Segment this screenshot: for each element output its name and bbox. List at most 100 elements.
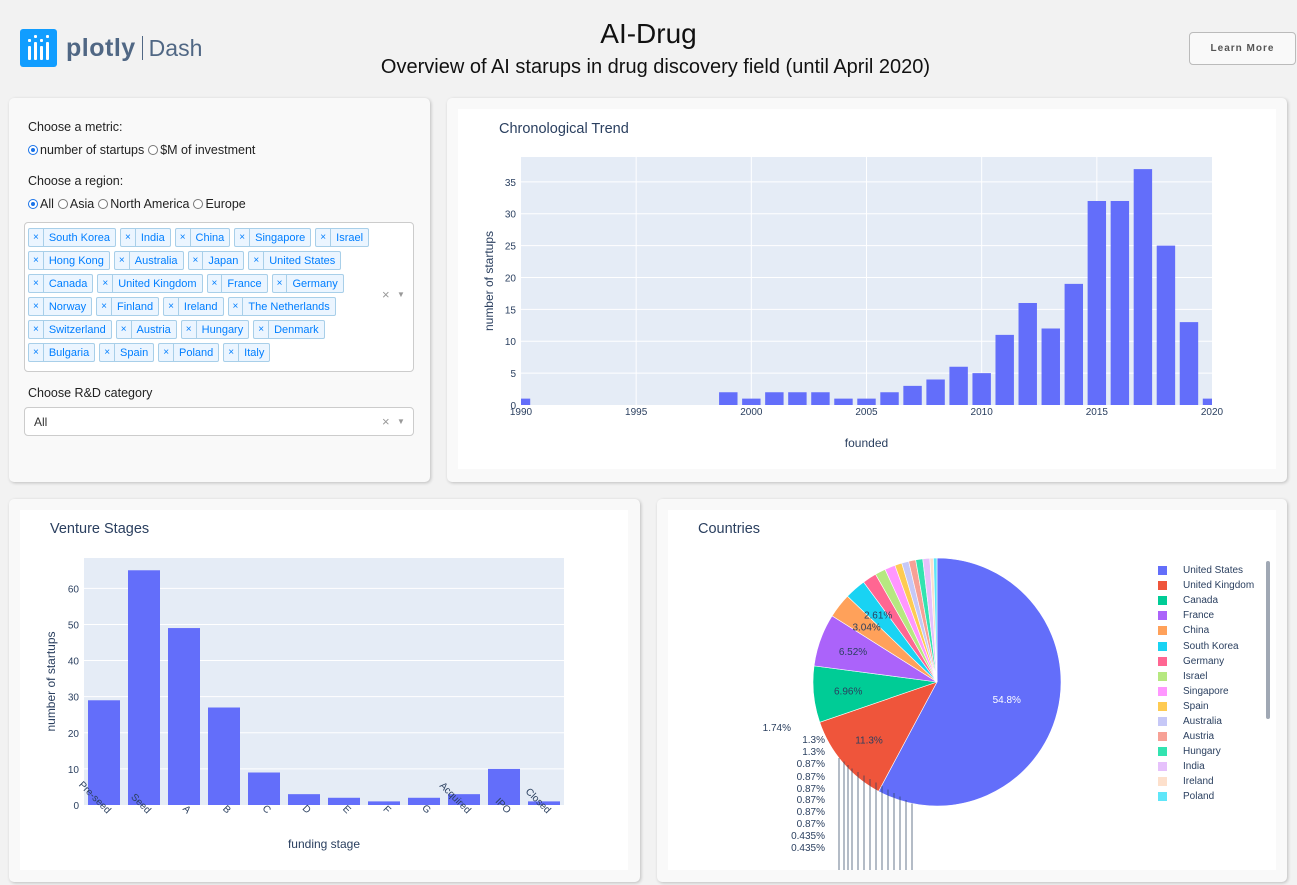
radio-icon[interactable] bbox=[193, 199, 204, 209]
x-tick-label: C bbox=[260, 803, 273, 816]
region-option-all[interactable]: All bbox=[28, 197, 54, 211]
country-tag: × France bbox=[206, 274, 268, 293]
remove-tag-icon[interactable]: × bbox=[176, 229, 191, 246]
remove-tag-icon[interactable]: × bbox=[254, 321, 270, 338]
country-tag: × Hungary bbox=[180, 320, 250, 339]
legend-item[interactable]: Hungary bbox=[1158, 744, 1254, 759]
remove-tag-icon[interactable]: × bbox=[273, 275, 288, 292]
legend-item[interactable]: Ireland bbox=[1158, 774, 1254, 789]
metric-option-startups[interactable]: number of startups bbox=[28, 143, 144, 157]
trend-chart[interactable]: 0 5 10 15 20 25 30 35 1990 1995 2000 2005 2010 2015 20… bbox=[458, 109, 1276, 469]
rd-category-dropdown[interactable]: All × ▼ bbox=[24, 407, 414, 436]
chevron-down-icon[interactable]: ▼ bbox=[397, 417, 405, 426]
country-tag-label: United States bbox=[269, 254, 336, 267]
metric-option-investment[interactable]: $M of investment bbox=[148, 143, 255, 157]
legend-item[interactable]: Austria bbox=[1158, 729, 1254, 744]
region-option-north-america[interactable]: North America bbox=[98, 197, 189, 211]
remove-tag-icon[interactable]: × bbox=[29, 275, 44, 292]
stages-chart-title: Venture Stages bbox=[50, 521, 150, 537]
remove-tag-icon[interactable]: × bbox=[29, 229, 44, 246]
legend-item[interactable]: Israel bbox=[1158, 669, 1254, 684]
remove-tag-icon[interactable]: × bbox=[224, 344, 240, 361]
remove-tag-icon[interactable]: × bbox=[97, 298, 112, 315]
x-tick-label: E bbox=[340, 804, 353, 817]
legend-item[interactable]: Singapore bbox=[1158, 684, 1254, 699]
country-tag: × Hong Kong bbox=[28, 251, 110, 270]
legend-item[interactable]: China bbox=[1158, 623, 1254, 638]
bar bbox=[903, 385, 922, 405]
country-tag-label: Denmark bbox=[274, 323, 319, 336]
remove-tag-icon[interactable]: × bbox=[189, 252, 204, 269]
clear-selection-icon[interactable]: × bbox=[382, 287, 390, 302]
radio-icon[interactable] bbox=[98, 199, 109, 209]
country-tag: × Switzerland bbox=[28, 320, 112, 339]
region-option-asia[interactable]: Asia bbox=[57, 197, 94, 211]
plotly-dash-logo[interactable]: plotly Dash bbox=[20, 28, 202, 68]
pie-outside-label: 0.87% bbox=[797, 759, 825, 770]
remove-tag-icon[interactable]: × bbox=[29, 298, 44, 315]
legend-item[interactable]: France bbox=[1158, 608, 1254, 623]
radio-icon[interactable] bbox=[148, 145, 159, 155]
radio-selected-icon[interactable] bbox=[28, 145, 38, 155]
clear-selection-icon[interactable]: × bbox=[382, 414, 390, 429]
bar bbox=[528, 801, 560, 805]
legend-item[interactable]: Canada bbox=[1158, 593, 1254, 608]
remove-tag-icon[interactable]: × bbox=[29, 344, 44, 361]
remove-tag-icon[interactable]: × bbox=[98, 275, 114, 292]
country-tag-label: Spain bbox=[120, 346, 149, 359]
country-tag-label: France bbox=[227, 277, 262, 290]
legend-item[interactable]: Spain bbox=[1158, 699, 1254, 714]
bar bbox=[995, 334, 1014, 405]
bar bbox=[88, 700, 120, 805]
legend-item[interactable]: United States bbox=[1158, 563, 1254, 578]
country-tag-label: United Kingdom bbox=[118, 277, 197, 290]
pie-slice bbox=[933, 557, 938, 683]
remove-tag-icon[interactable]: × bbox=[100, 344, 116, 361]
bar bbox=[857, 398, 876, 405]
remove-tag-icon[interactable]: × bbox=[182, 321, 197, 338]
remove-tag-icon[interactable]: × bbox=[164, 298, 179, 315]
countries-pie-chart[interactable]: 54.8% 11.3% 6.96% 6.52% 3.04% 2.61% 1.74% 1.3%1… bbox=[668, 510, 1158, 870]
remove-tag-icon[interactable]: × bbox=[159, 344, 175, 361]
bar bbox=[488, 768, 520, 805]
country-tag: × Italy bbox=[223, 343, 271, 362]
remove-tag-icon[interactable]: × bbox=[117, 321, 132, 338]
pie-inside-label: 11.3% bbox=[855, 735, 883, 746]
country-tag: × India bbox=[120, 228, 171, 247]
x-tick-label: 2005 bbox=[855, 407, 878, 418]
legend-swatch bbox=[1158, 777, 1167, 787]
trend-chart-title: Chronological Trend bbox=[499, 121, 629, 137]
country-multiselect[interactable]: × South Korea × India × China × Singapore × Israe… bbox=[24, 222, 414, 372]
bar bbox=[208, 707, 240, 805]
pie-slice bbox=[878, 557, 1062, 807]
legend-item[interactable]: India bbox=[1158, 759, 1254, 774]
radio-icon[interactable] bbox=[57, 199, 68, 209]
remove-tag-icon[interactable]: × bbox=[249, 252, 265, 269]
pie-inside-label: 6.52% bbox=[839, 647, 867, 658]
remove-tag-icon[interactable]: × bbox=[229, 298, 244, 315]
remove-tag-icon[interactable]: × bbox=[208, 275, 223, 292]
chevron-down-icon[interactable]: ▼ bbox=[397, 290, 405, 299]
legend-item[interactable]: South Korea bbox=[1158, 638, 1254, 653]
learn-more-button[interactable]: Learn More bbox=[1189, 32, 1296, 65]
legend-item[interactable]: United Kingdom bbox=[1158, 578, 1254, 593]
legend-scrollbar[interactable] bbox=[1266, 561, 1270, 719]
country-tag-label: The Netherlands bbox=[248, 300, 330, 313]
legend-swatch bbox=[1158, 581, 1167, 591]
remove-tag-icon[interactable]: × bbox=[316, 229, 332, 246]
legend-item[interactable]: Australia bbox=[1158, 714, 1254, 729]
remove-tag-icon[interactable]: × bbox=[29, 252, 44, 269]
region-option-europe[interactable]: Europe bbox=[193, 197, 246, 211]
country-tag-label: Italy bbox=[244, 346, 265, 359]
legend-item[interactable]: Poland bbox=[1158, 789, 1254, 804]
remove-tag-icon[interactable]: × bbox=[115, 252, 130, 269]
legend-item[interactable]: Germany bbox=[1158, 654, 1254, 669]
remove-tag-icon[interactable]: × bbox=[121, 229, 136, 246]
country-tag-label: Switzerland bbox=[48, 323, 106, 336]
remove-tag-icon[interactable]: × bbox=[29, 321, 44, 338]
plotly-logo-icon bbox=[20, 29, 57, 67]
radio-selected-icon[interactable] bbox=[28, 199, 38, 209]
remove-tag-icon[interactable]: × bbox=[235, 229, 251, 246]
bar bbox=[328, 797, 360, 805]
